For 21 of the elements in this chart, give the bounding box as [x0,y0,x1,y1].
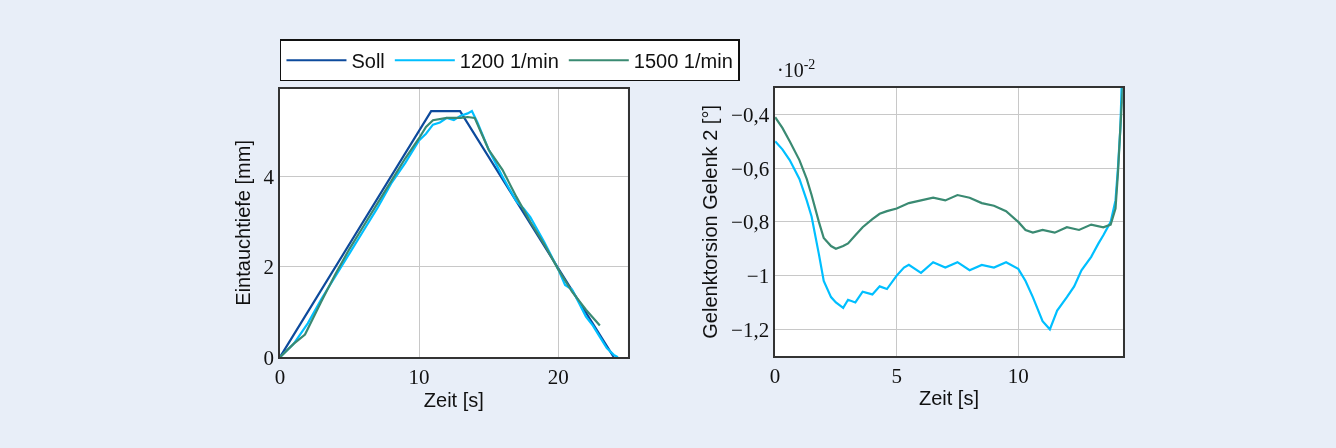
legend-label: Soll [351,50,385,73]
y-tick-label: −1,2 [731,317,770,342]
y-axis-title: Eintauchtiefe [mm] [231,140,254,306]
y-tick-label: 4 [263,164,275,189]
x-tick-label: 5 [891,364,902,389]
x-tick-label: 10 [1007,364,1029,389]
y-tick-label: 0 [263,345,275,370]
y-tick-label: −0,6 [731,156,770,181]
y-tick-label: −0,4 [731,102,770,127]
y-tick-label: −1 [746,263,770,288]
y-axis-title: Gelenktorsion Gelenk 2 [°] [699,105,722,339]
text: ·10$^{-2}$ [777,57,816,82]
x-tick-label: 20 [547,365,569,390]
y-tick-label: 2 [263,255,275,280]
x-axis-title: Zeit [s] [423,389,484,412]
line-series [775,87,1123,331]
legend-label: 1500 1/min [633,50,733,73]
x-axis-title: Zeit [s] [918,387,979,410]
x-tick-label: 10 [408,365,430,390]
legend-label: 1200 1/min [459,50,559,73]
y-tick-label: −0,8 [731,210,770,235]
